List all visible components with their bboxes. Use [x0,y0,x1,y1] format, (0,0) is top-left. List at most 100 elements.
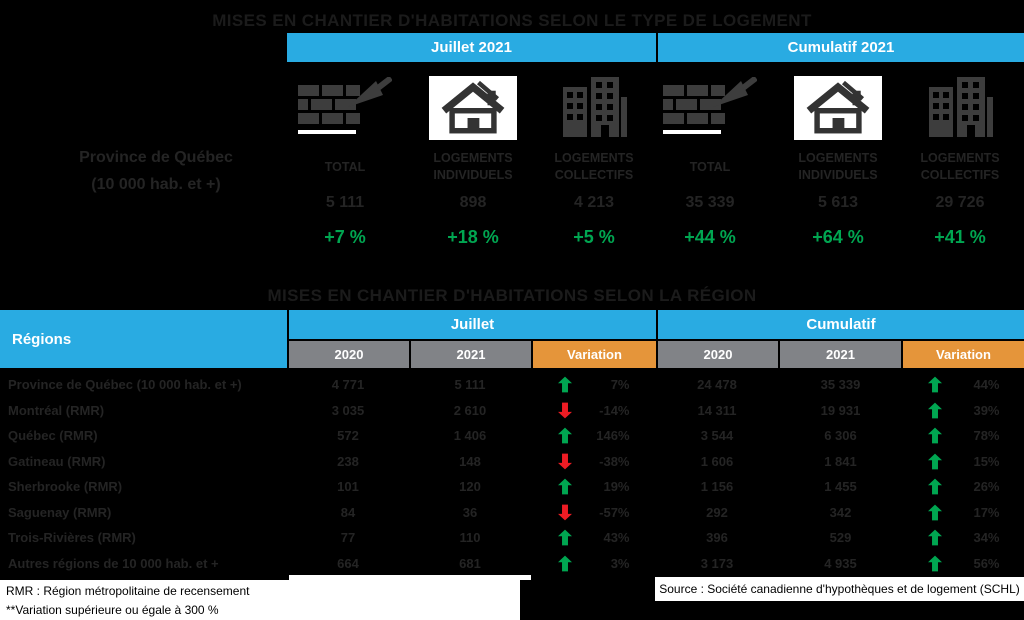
table-row: Québec (RMR) 572 1 406 146% 3 544 6 306 … [0,423,1024,449]
variation-arrow-icon [927,376,942,393]
juillet-group-header: Juillet [289,310,656,339]
cumulatif-2021-value: 19 931 [820,402,861,418]
type-col-cumulatif-total: TOTAL 35 339 +44 % [650,70,770,250]
footnote-rmr: RMR : Région métropolitaine de recenseme… [6,584,250,598]
cumulatif-2021-value: 4 935 [824,555,857,571]
variation-percent: 26% [973,479,1000,494]
cumulatif-2021-value: 1 455 [824,479,857,494]
cumulatif-variation-cell: 78% [903,423,1024,449]
juillet-2020-value: 77 [340,530,356,545]
juillet-variation-cell: -38% [531,449,656,475]
juillet-2021-value: 5 111 [454,377,486,392]
juillet-2020-value: 572 [337,428,359,443]
table-bottom-divider [289,575,531,580]
variation-percent: 39% [973,402,1000,418]
juillet-2020-value: 101 [337,479,359,494]
type-col-variation: +18 % [447,227,499,247]
type-col-variation: +44 % [684,227,736,247]
type-col-value: 29 726 [935,194,985,211]
table-row: Gatineau (RMR) 238 148 -38% 1 606 1 841 … [0,449,1024,475]
header-juillet-2021: Juillet 2021 [287,33,656,62]
table-row: Trois-Rivières (RMR) 77 110 43% 396 529 … [0,525,1024,551]
cumulatif-2020-value: 24 478 [697,377,737,392]
region-name: Autres régions de 10 000 hab. et + [8,555,219,571]
cumulatif-variation-cell: 26% [903,474,1024,500]
region-name: Gatineau (RMR) [8,453,106,469]
cumulatif-2020-value: 292 [706,504,728,520]
variation-arrow-icon [557,427,572,444]
juillet-2021-header: 2021 [411,341,531,368]
cumulatif-variation-cell: 39% [903,398,1024,424]
juillet-2020-value: 4 771 [331,377,365,392]
juillet-variation-cell: -14% [531,398,656,424]
table-row: Autres régions de 10 000 hab. et + 664 6… [0,551,1024,577]
juillet-2021-value: 36 [462,504,478,520]
region-name: Saguenay (RMR) [8,504,112,520]
cumulatif-2020-value: 14 311 [697,402,737,418]
type-col-label: LOGEMENTS INDIVIDUELS [433,151,513,182]
table-row: Saguenay (RMR) 84 36 -57% 292 342 17% [0,500,1024,526]
variation-arrow-icon [927,402,942,419]
variation-arrow-icon [927,478,942,495]
juillet-2021-value: 120 [459,479,481,494]
table-row: Province de Québec (10 000 hab. et +) 4 … [0,372,1024,398]
variation-arrow-icon [557,555,572,572]
juillet-2020-value: 3 035 [331,402,365,418]
buildings-icon [561,75,627,142]
juillet-2021-value: 681 [459,555,481,571]
juillet-variation-cell: -57% [531,500,656,526]
type-section-title: MISES EN CHANTIER D'HABITATIONS SELON LE… [212,11,812,30]
bricks-trowel-icon [298,75,393,140]
juillet-2020-value: 238 [337,453,359,469]
region-table-body: Province de Québec (10 000 hab. et +) 4 … [0,372,1024,576]
region-name: Québec (RMR) [8,428,98,443]
type-col-variation: +64 % [812,227,864,247]
type-col-value: 35 339 [685,194,735,211]
variation-arrow-icon [927,555,942,572]
variation-percent: -38% [599,453,630,469]
province-label-line2: (10 000 hab. et +) [91,176,221,193]
cumulatif-group-header: Cumulatif [658,310,1024,339]
variation-arrow-icon [557,529,572,546]
header-cumulatif-2021: Cumulatif 2021 [658,33,1024,62]
cumulatif-variation-cell: 34% [903,525,1024,551]
variation-percent: -57% [599,504,630,520]
cumulatif-2021-value: 342 [829,504,852,520]
juillet-2020-header: 2020 [289,341,409,368]
cumulatif-2021-value: 6 306 [824,428,857,443]
source-note: Source : Société canadienne d'hypothèque… [655,577,1024,601]
cumulatif-2020-value: 396 [706,530,728,545]
juillet-2021-value: 1 406 [453,428,487,443]
type-col-value: 5 613 [817,194,859,211]
juillet-variation-cell: 19% [531,474,656,500]
cumulatif-2020-value: 3 173 [700,555,734,571]
type-col-cumulatif-collectifs: LOGEMENTS COLLECTIFS 29 726 +41 % [900,70,1020,250]
juillet-variation-cell: 43% [531,525,656,551]
juillet-variation-header: Variation [533,341,656,368]
cumulatif-variation-header: Variation [903,341,1024,368]
region-name: Trois-Rivières (RMR) [8,530,136,545]
table-row: Montréal (RMR) 3 035 2 610 -14% 14 311 1… [0,398,1024,424]
type-col-label: LOGEMENTS COLLECTIFS [554,151,634,182]
buildings-icon [927,75,993,142]
house-icon [794,76,882,140]
table-row: Sherbrooke (RMR) 101 120 19% 1 156 1 455… [0,474,1024,500]
cumulatif-2020-header: 2020 [658,341,778,368]
cumulatif-2021-value: 1 841 [824,453,857,469]
type-col-variation: +41 % [934,227,986,247]
region-section-title: MISES EN CHANTIER D'HABITATIONS SELON LA… [267,286,757,305]
cumulatif-variation-cell: 15% [903,449,1024,475]
variation-percent: 7% [610,377,630,392]
region-name: Province de Québec (10 000 hab. et +) [8,377,242,392]
cumulatif-variation-cell: 17% [903,500,1024,526]
variation-arrow-icon [927,427,942,444]
variation-percent: 78% [973,428,1000,443]
variation-percent: 43% [603,530,630,545]
footnotes: RMR : Région métropolitaine de recenseme… [0,580,520,620]
type-col-label: LOGEMENTS COLLECTIFS [920,151,1000,182]
juillet-variation-cell: 3% [531,551,656,577]
variation-arrow-icon [557,376,572,393]
variation-arrow-icon [927,504,942,521]
region-name: Montréal (RMR) [8,402,105,418]
